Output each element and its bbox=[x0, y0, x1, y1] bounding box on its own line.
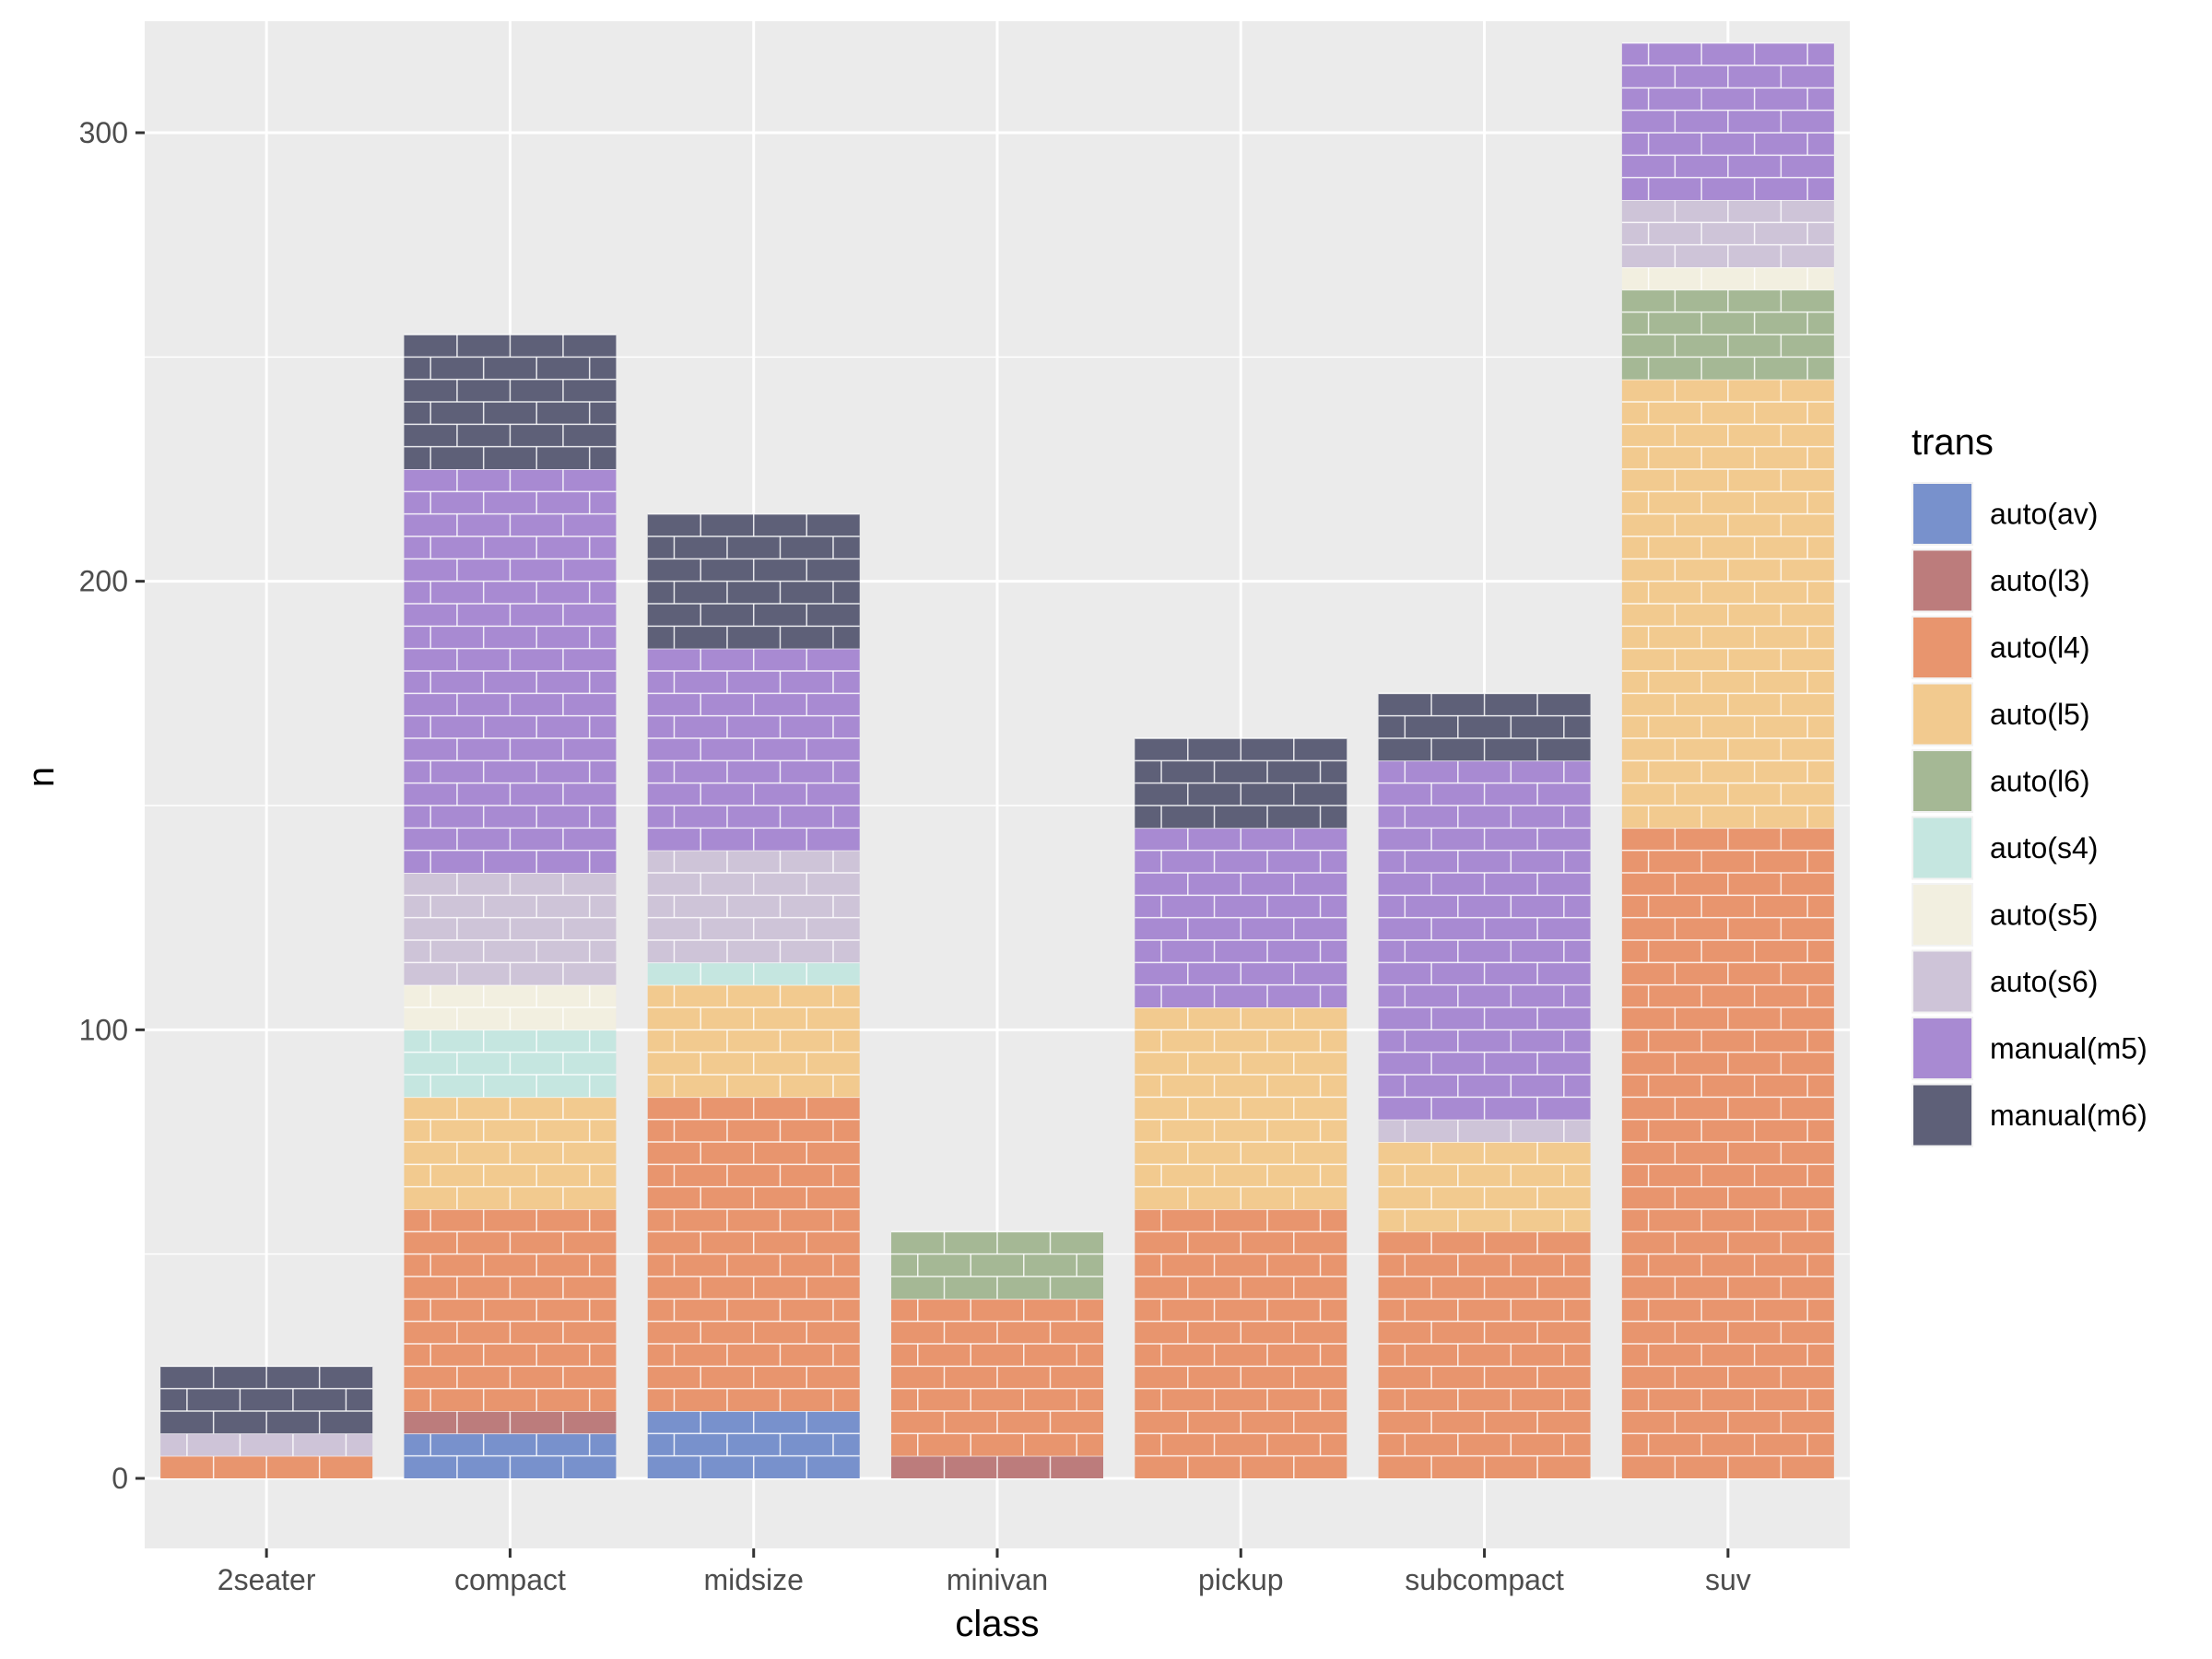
y-tick-label: 0 bbox=[112, 1462, 128, 1495]
bar-fill bbox=[1378, 1119, 1591, 1142]
y-axis-title: n bbox=[21, 767, 62, 787]
x-tick-label: pickup bbox=[1198, 1563, 1284, 1596]
legend-label: auto(s6) bbox=[1990, 965, 2098, 998]
bar-fill bbox=[1378, 1231, 1591, 1478]
bar-segment bbox=[647, 647, 860, 851]
bar-segment bbox=[1135, 1006, 1347, 1209]
legend-key bbox=[1913, 818, 1971, 878]
legend-key bbox=[1913, 751, 1971, 811]
bar-segment bbox=[1378, 1118, 1591, 1142]
bar-segment bbox=[647, 1096, 860, 1411]
legend-key bbox=[1913, 618, 1971, 677]
bar-segment bbox=[891, 1454, 1103, 1478]
x-tick-label: compact bbox=[454, 1563, 566, 1596]
x-axis-title: class bbox=[955, 1604, 1039, 1644]
bar-segment bbox=[1135, 1208, 1347, 1478]
legend-key bbox=[1913, 684, 1971, 745]
bar-segment bbox=[404, 983, 617, 1030]
bar-segment bbox=[160, 1454, 373, 1478]
bar-segment bbox=[404, 1096, 617, 1209]
bar-segment bbox=[1621, 199, 1834, 267]
legend-key bbox=[1913, 1018, 1971, 1078]
bar-segment bbox=[647, 961, 860, 985]
bar-segment bbox=[404, 1432, 617, 1478]
bar-segment bbox=[1378, 759, 1591, 1120]
bar-segment bbox=[1135, 737, 1347, 829]
bar-segment bbox=[404, 1410, 617, 1434]
legend-label: auto(av) bbox=[1990, 498, 2098, 531]
bar-segment bbox=[404, 468, 617, 873]
bar-segment bbox=[1378, 1141, 1591, 1232]
legend-label: auto(l3) bbox=[1990, 564, 2090, 597]
legend-title: trans bbox=[1912, 422, 1994, 463]
y-axis: 0 100 200 300 bbox=[79, 116, 145, 1495]
bar-segment bbox=[404, 334, 617, 469]
bar-segment bbox=[404, 872, 617, 985]
bars bbox=[160, 41, 1834, 1478]
bar-segment bbox=[1135, 827, 1347, 1007]
legend-key bbox=[1913, 951, 1971, 1012]
legend-label: auto(s4) bbox=[1990, 831, 2098, 865]
legend-item: auto(l4) bbox=[1912, 616, 2090, 679]
bar-fill bbox=[647, 984, 860, 1098]
legend-label: auto(l5) bbox=[1990, 698, 2090, 731]
bar-segment bbox=[1378, 1230, 1591, 1478]
bar-segment bbox=[1621, 288, 1834, 380]
legend-label: manual(m6) bbox=[1990, 1099, 2147, 1132]
legend-label: manual(m5) bbox=[1990, 1032, 2147, 1065]
bar-fill bbox=[1621, 267, 1834, 290]
bar-segment bbox=[1621, 378, 1834, 829]
legend-key bbox=[1913, 1085, 1971, 1146]
bar-segment bbox=[160, 1432, 373, 1456]
bar-segment bbox=[1378, 692, 1591, 761]
y-tick-label: 300 bbox=[79, 116, 128, 149]
bar-segment bbox=[647, 983, 860, 1098]
legend-label: auto(l6) bbox=[1990, 765, 2090, 798]
x-tick-label: 2seater bbox=[218, 1563, 316, 1596]
legend-item: auto(s6) bbox=[1912, 949, 2098, 1014]
bar-fill bbox=[647, 850, 860, 963]
legend-item: auto(l3) bbox=[1912, 548, 2090, 613]
legend-item: auto(s4) bbox=[1912, 816, 2098, 880]
legend-label: auto(l4) bbox=[1990, 631, 2090, 665]
legend: trans auto(av) auto(l3) auto(l4) auto(l5) au… bbox=[1912, 422, 2147, 1147]
bar-segment bbox=[891, 1298, 1103, 1456]
legend-label: auto(s5) bbox=[1990, 899, 2098, 932]
legend-key bbox=[1913, 484, 1971, 544]
legend-item: auto(l5) bbox=[1912, 682, 2090, 747]
legend-item: auto(l6) bbox=[1912, 749, 2090, 813]
bar-segment bbox=[647, 512, 860, 649]
bar-fill bbox=[160, 1433, 373, 1456]
legend-key bbox=[1913, 885, 1971, 945]
y-tick-label: 200 bbox=[79, 565, 128, 598]
bar-segment bbox=[160, 1365, 373, 1434]
bar-segment bbox=[404, 1029, 617, 1098]
bar-segment bbox=[647, 1410, 860, 1478]
x-tick-label: minivan bbox=[947, 1563, 1048, 1596]
x-tick-label: suv bbox=[1705, 1563, 1751, 1596]
x-tick-label: midsize bbox=[703, 1563, 803, 1596]
bar-segment bbox=[404, 1208, 617, 1411]
legend-item: auto(av) bbox=[1912, 482, 2098, 546]
bar-segment bbox=[1621, 266, 1834, 290]
legend-key bbox=[1913, 550, 1971, 611]
legend-item: manual(m5) bbox=[1912, 1017, 2147, 1080]
x-tick-label: subcompact bbox=[1405, 1563, 1564, 1596]
bar-segment bbox=[1621, 41, 1834, 200]
legend-item: manual(m6) bbox=[1912, 1083, 2147, 1147]
bar-segment bbox=[891, 1230, 1103, 1300]
y-tick-label: 100 bbox=[79, 1013, 128, 1046]
legend-item: auto(s5) bbox=[1912, 883, 2098, 947]
x-axis: 2seater compact midsize minivan pickup subcom… bbox=[218, 1548, 1751, 1596]
bar-segment bbox=[1621, 827, 1834, 1478]
bar-segment bbox=[647, 849, 860, 963]
